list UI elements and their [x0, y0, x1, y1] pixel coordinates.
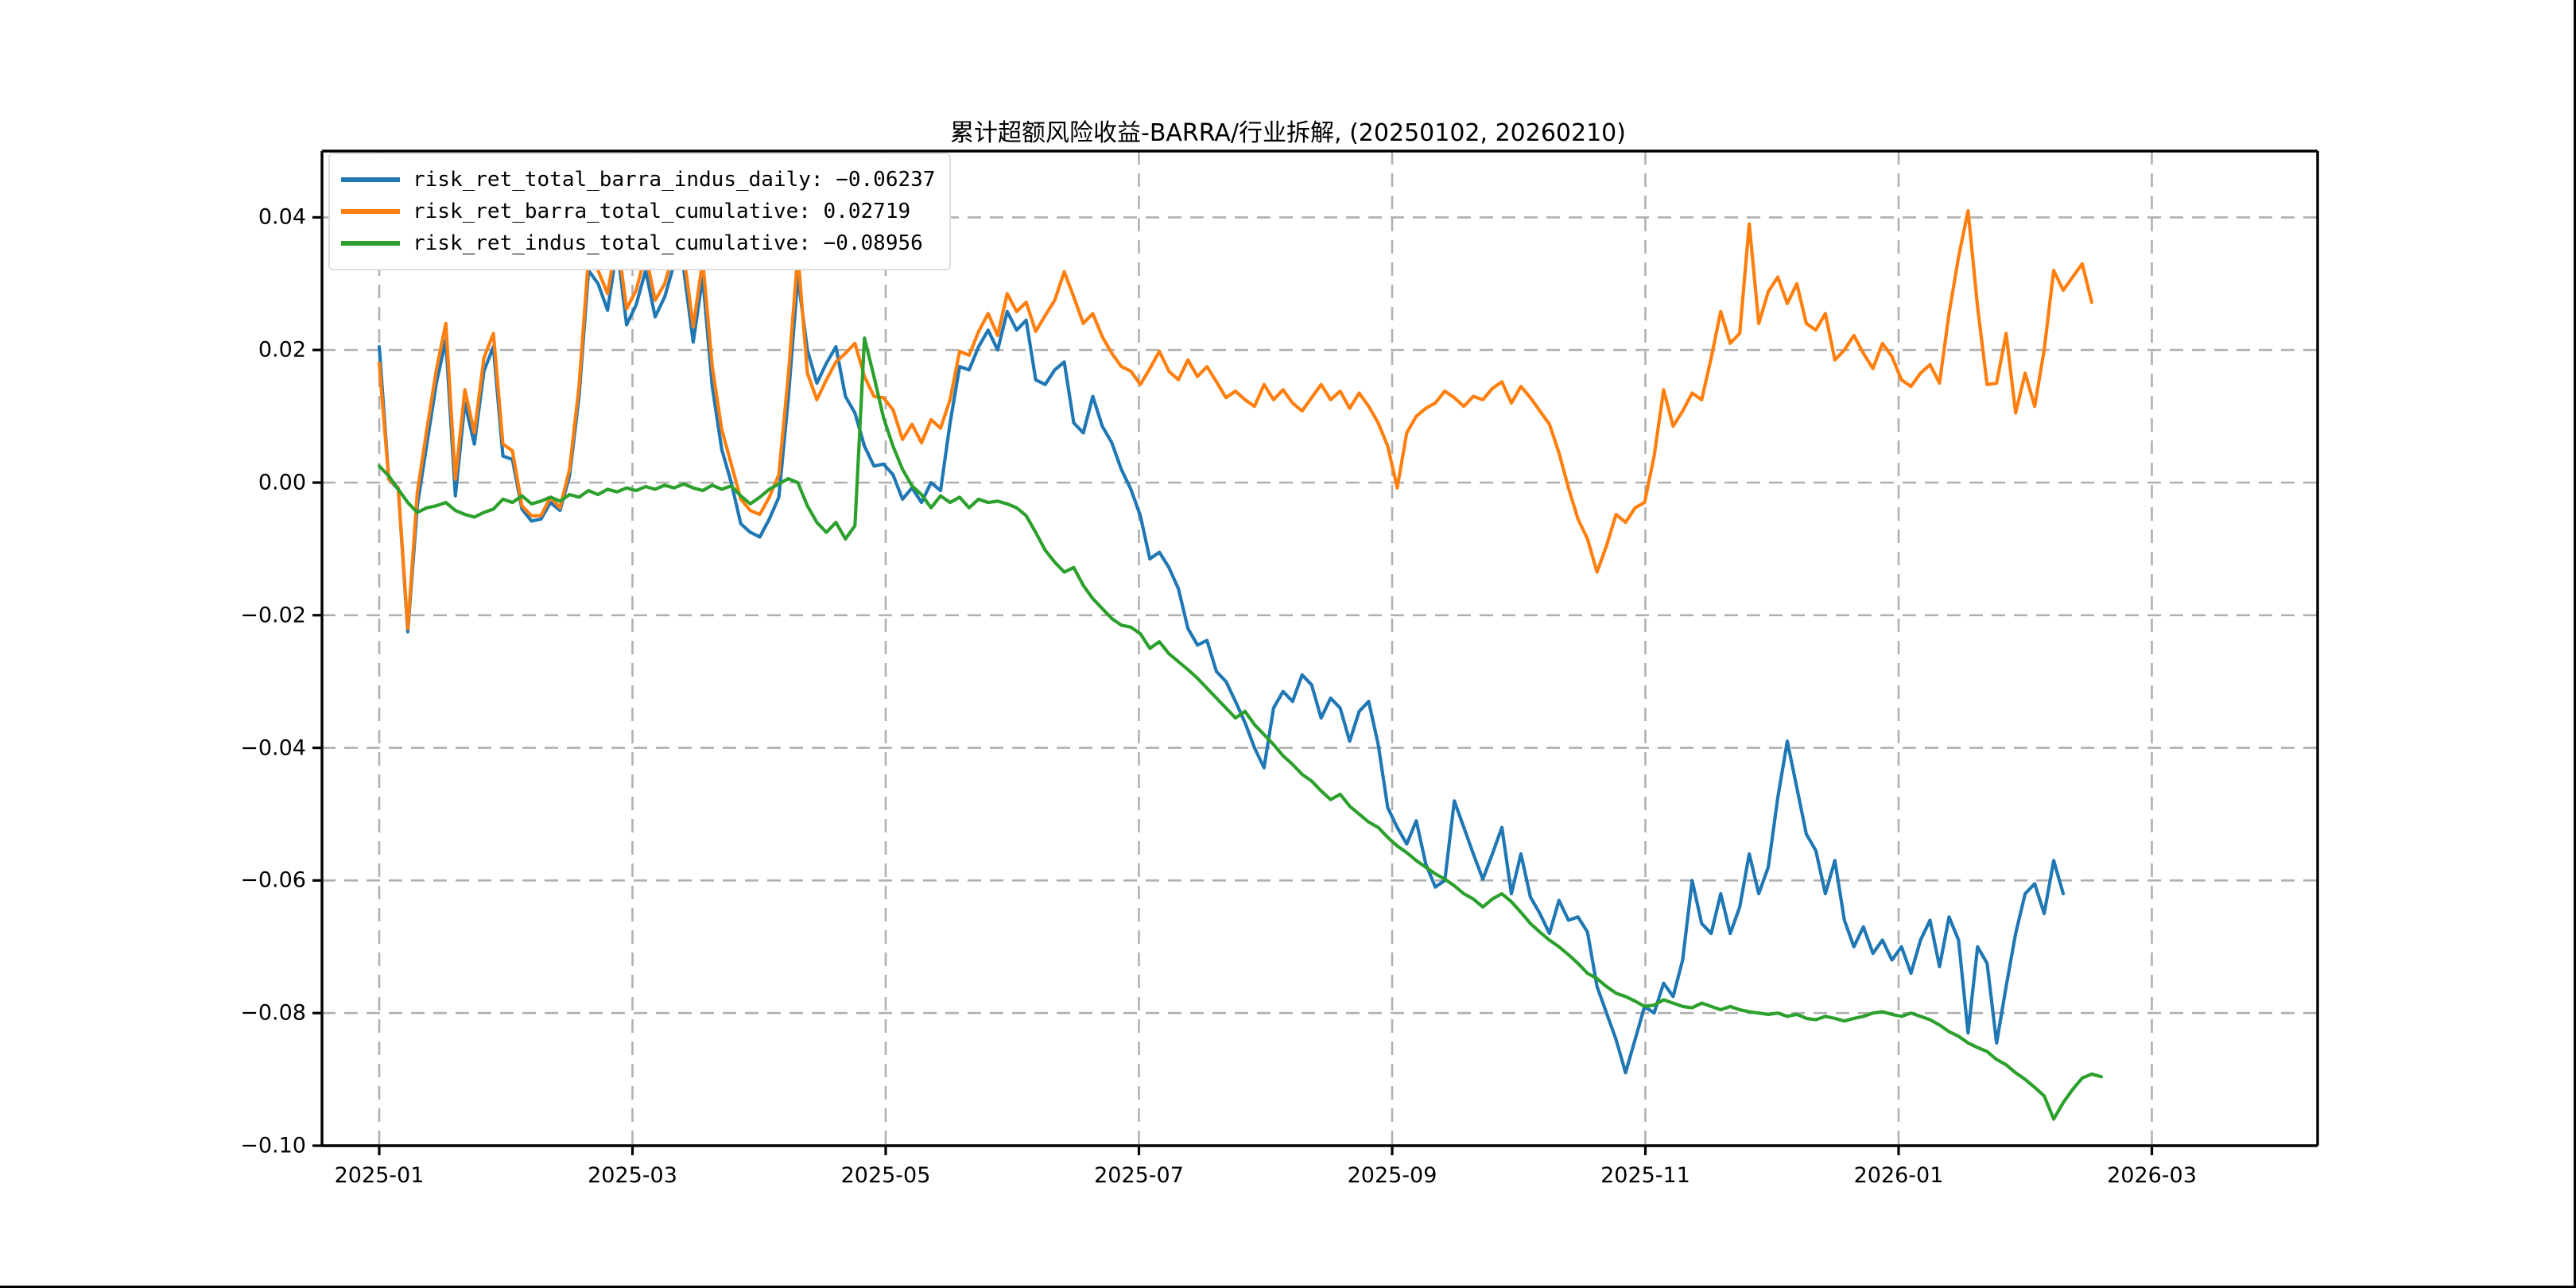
- y-tick-label: −0.02: [240, 603, 306, 628]
- legend-entry[interactable]: risk_ret_indus_total_cumulative: −0.0895…: [341, 227, 935, 259]
- legend-color-swatch: [341, 241, 400, 246]
- legend-label: risk_ret_indus_total_cumulative: −0.0895…: [413, 231, 923, 255]
- y-tick-label: −0.10: [240, 1133, 306, 1158]
- x-tick-label: 2025-03: [588, 1163, 677, 1188]
- x-tick-label: 2026-03: [2107, 1163, 2197, 1188]
- y-tick-label: −0.06: [240, 867, 306, 893]
- series-line-3: [377, 336, 2103, 1121]
- series-line-1: [377, 245, 2066, 1075]
- series-group: [377, 208, 2103, 1121]
- y-tick-label: 0.04: [258, 204, 306, 230]
- legend-label: risk_ret_total_barra_indus_daily: −0.062…: [413, 168, 936, 192]
- x-tick-label: 2025-01: [334, 1163, 425, 1188]
- gridlines: [322, 151, 2318, 1147]
- legend-color-swatch: [341, 177, 400, 182]
- x-tick-label: 2025-05: [840, 1163, 931, 1188]
- x-tick-label: 2025-11: [1600, 1163, 1690, 1188]
- y-tick-label: −0.08: [240, 1000, 306, 1026]
- legend-entry[interactable]: risk_ret_barra_total_cumulative: 0.02719: [341, 196, 935, 227]
- axis-spines: [312, 149, 2319, 1155]
- chart-title: 累计超额风险收益-BARRA/行业拆解, (20250102, 20260210…: [950, 119, 1626, 147]
- x-tick-label: 2025-07: [1094, 1163, 1184, 1188]
- legend-entry[interactable]: risk_ret_total_barra_indus_daily: −0.062…: [341, 164, 935, 196]
- x-tick-label: 2025-09: [1347, 1163, 1437, 1188]
- y-tick-label: 0.02: [258, 337, 306, 363]
- legend: risk_ret_total_barra_indus_daily: −0.062…: [328, 153, 952, 270]
- legend-color-swatch: [341, 209, 400, 214]
- y-tick-label: −0.04: [240, 735, 306, 761]
- legend-label: risk_ret_barra_total_cumulative: 0.02719: [413, 200, 911, 223]
- x-tick-label: 2026-01: [1853, 1163, 1944, 1188]
- y-tick-label: 0.00: [258, 470, 306, 495]
- series-line-2: [377, 208, 2094, 630]
